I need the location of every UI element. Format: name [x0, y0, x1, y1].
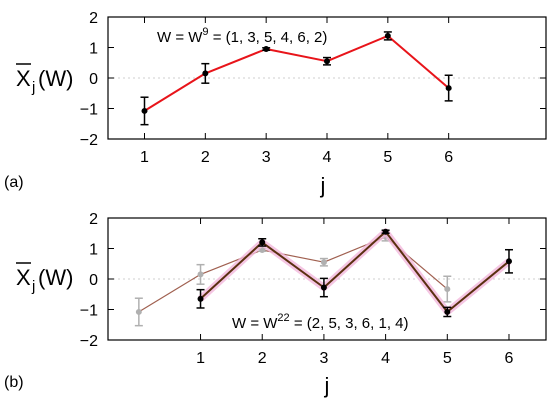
- data-point: [197, 295, 204, 302]
- y-ticks-b: 2 1 0 −1 −2: [80, 211, 546, 350]
- y-tick-label: 1: [89, 41, 98, 58]
- y-label-base-b: X: [16, 265, 31, 290]
- x-tick-label: 1: [140, 149, 149, 166]
- data-point: [135, 308, 142, 315]
- y-tick-label: −2: [80, 132, 98, 149]
- y-tick-label: −1: [80, 102, 98, 119]
- y-tick-label: 0: [89, 71, 98, 88]
- data-point: [324, 58, 330, 65]
- y-axis-label-a: X j (W): [16, 63, 73, 96]
- x-tick-label: 1: [196, 350, 205, 367]
- y-tick-label: −2: [80, 333, 98, 350]
- y-tick-label: 2: [89, 10, 98, 27]
- data-point: [320, 259, 327, 266]
- x-tick-label: 5: [443, 350, 452, 367]
- x-tick-label: 4: [381, 350, 390, 367]
- y-tick-label: −1: [80, 303, 98, 320]
- y-axis-label-b: X j (W): [16, 262, 73, 295]
- panel-a: 2 1 0 −1 −2 1 2 3 4 5 6 W = W9 = (1, 3, 5, 4, 6, …: [4, 10, 547, 198]
- panel-b: 2 1 0 −1 −2 1 2 3 4 5 6 W = W22 = (2, 5, 3, 6, 1,…: [4, 211, 547, 398]
- x-axis-label-b: j: [324, 373, 330, 398]
- x-tick-label: 3: [262, 149, 271, 166]
- y-tick-label: 0: [89, 272, 98, 289]
- y-ticks-a: 2 1 0 −1 −2: [80, 10, 546, 149]
- data-point: [141, 107, 148, 114]
- annotation-a: W = W9 = (1, 3, 5, 4, 6, 2): [157, 26, 327, 46]
- y-label-paren-b: (W): [38, 265, 73, 290]
- x-tick-label: 2: [258, 350, 267, 367]
- panel-tag-a: (a): [4, 174, 24, 191]
- series-group-a: [140, 31, 453, 126]
- x-ticks-a: 1 2 3 4 5 6: [140, 17, 453, 166]
- y-tick-label: 2: [89, 211, 98, 228]
- data-point: [320, 284, 327, 291]
- data-point: [197, 271, 204, 278]
- data-point: [444, 308, 451, 315]
- x-tick-label: 2: [201, 149, 210, 166]
- x-tick-label: 4: [323, 149, 332, 166]
- x-tick-label: 3: [319, 350, 328, 367]
- series-line: [143, 34, 450, 112]
- y-label-paren-a: (W): [38, 66, 73, 91]
- x-tick-label: 6: [444, 149, 453, 166]
- y-label-sub-a: j: [31, 79, 35, 96]
- data-point: [384, 32, 391, 39]
- data-point: [445, 85, 452, 92]
- series-group-b: [134, 228, 513, 327]
- annotation-b: W = W22 = (2, 5, 3, 6, 1, 4): [232, 312, 409, 332]
- data-point: [505, 258, 512, 265]
- data-point: [259, 239, 266, 246]
- series-line: [199, 230, 510, 313]
- data-point: [382, 228, 389, 235]
- x-tick-label: 5: [383, 149, 392, 166]
- data-point: [202, 70, 209, 77]
- x-axis-label-a: j: [320, 173, 326, 198]
- data-point: [263, 46, 270, 53]
- y-label-base-a: X: [16, 66, 31, 91]
- data-point: [444, 286, 451, 293]
- panel-tag-b: (b): [4, 374, 24, 391]
- x-ticks-b: 1 2 3 4 5 6: [196, 218, 514, 367]
- y-tick-label: 1: [89, 242, 98, 259]
- y-label-sub-b: j: [31, 278, 35, 295]
- data-point: [259, 247, 266, 254]
- x-tick-label: 6: [505, 350, 514, 367]
